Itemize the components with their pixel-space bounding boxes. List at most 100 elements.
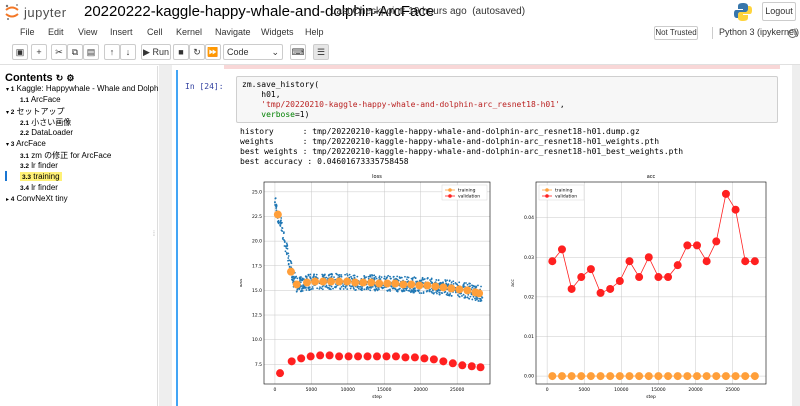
menu-widgets[interactable]: Widgets [261,27,294,37]
toc-item[interactable]: ▾ 1 Kaggle: Happywhale - Whale and Dolph [6,84,158,93]
step-point [348,284,351,287]
refresh-icon[interactable]: ↻ [55,73,64,83]
toc-item-number: 3.3 [22,174,32,181]
x-axis-label: step [372,394,382,400]
toc-item[interactable]: 2.2 DataLoader [20,128,73,137]
notebook-title[interactable]: 20220222-kaggle-happy-whale-and-dolphin-… [84,3,435,20]
copy-button[interactable]: ⧉ [67,44,83,60]
step-point [414,290,417,293]
run-label: Run [152,47,169,57]
cut-button[interactable]: ✂ [51,44,67,60]
gear-icon[interactable]: ⚙ [66,73,75,83]
legend-swatch-marker [448,194,452,198]
move-down-button[interactable]: ↓ [120,44,136,60]
legend-label: training [555,188,573,194]
step-point [277,219,280,222]
step-point [421,276,424,279]
toc-item[interactable]: 3.4 lr finder [20,183,58,192]
menu-edit[interactable]: Edit [48,27,64,37]
trust-status-button[interactable]: Not Trusted [654,26,698,40]
step-point [285,253,288,256]
caret-down-icon[interactable]: ▾ [6,110,11,116]
toc-item[interactable]: ▸ 4 ConvNeXt tiny [6,194,68,203]
validation-marker [664,273,673,282]
step-point [329,288,332,291]
insert-cell-button[interactable]: + [31,44,47,60]
training-marker [447,284,456,293]
code-line-1: zm.save_history( [242,80,320,89]
training-marker [391,279,400,288]
run-button[interactable]: ▶ Run [141,44,171,60]
interrupt-button[interactable]: ■ [173,44,189,60]
toc-item-number: 2.1 [20,120,30,127]
sidebar-resize-handle[interactable]: ⁞ [153,231,155,238]
move-up-button[interactable]: ↑ [104,44,120,60]
plus-icon: + [36,47,42,57]
step-point [409,287,411,290]
paste-button[interactable]: ▤ [83,44,99,60]
toc-item[interactable]: 2.1 小さい画像 [20,117,71,128]
restart-button[interactable]: ↻ [189,44,205,60]
menu-cell[interactable]: Cell [147,27,163,37]
restart-run-all-button[interactable]: ⏩ [205,44,221,60]
step-point [340,285,343,288]
step-point [277,222,280,225]
menu-insert[interactable]: Insert [110,27,133,37]
kernel-name[interactable]: Python 3 (ipykernel) [712,27,799,39]
step-point [354,289,357,291]
training-marker [319,277,328,286]
validation-marker [382,352,391,361]
menu-view[interactable]: View [78,27,98,37]
step-point [410,277,413,280]
arrow-down-icon: ↓ [125,47,131,57]
toc-item[interactable]: 1.1 ArcFace [20,95,61,104]
step-point [281,221,283,224]
step-point [430,277,433,280]
toc-item[interactable]: ▾ 2 セットアップ [6,106,65,117]
kernel-idle-icon [788,29,797,38]
toc-item[interactable]: 3.3 training [20,172,62,181]
toc-item[interactable]: ▾ 3 ArcFace [6,139,46,148]
step-point [375,277,378,280]
training-marker [375,279,384,288]
code-cell-editor[interactable]: zm.save_history( h01, 'tmp/20220210-kagg… [236,76,778,123]
step-point [320,287,323,290]
step-point [322,275,325,278]
caret-right-icon[interactable]: ▸ [6,197,11,203]
fast-forward-icon: ⏩ [207,47,219,57]
menu-navigate[interactable]: Navigate [215,27,251,37]
step-point [369,289,372,292]
validation-marker [577,273,586,282]
validation-marker [344,352,353,361]
caret-down-icon[interactable]: ▾ [6,87,11,93]
y-tick-label: 15.0 [252,288,262,294]
step-point [471,286,474,289]
menu-help[interactable]: Help [305,27,324,37]
validation-marker [673,261,682,270]
logout-button[interactable]: Logout [762,2,796,21]
toc-toggle-button[interactable]: ☰ [313,44,329,60]
menu-file[interactable]: File [20,27,35,37]
menu-kernel[interactable]: Kernel [176,27,203,37]
step-point [289,259,292,262]
training-marker [455,285,464,294]
cell-output-text: history : tmp/20220210-kaggle-happy-whal… [240,127,683,167]
step-point [454,291,457,294]
step-point [401,290,403,293]
cell-type-select[interactable]: Code ⌄ [223,44,283,60]
step-point [285,247,288,250]
toc-item[interactable]: 3.1 zm の修正 for ArcFace [20,150,111,161]
training-marker [702,372,711,381]
validation-marker [316,351,325,360]
jupyter-logo[interactable]: jupyter [4,3,78,21]
step-point [328,273,331,276]
step-point [435,291,437,293]
training-marker [463,286,472,295]
toc-item[interactable]: 3.2 lr finder [20,161,58,170]
save-button[interactable]: ▣ [12,44,28,60]
command-palette-button[interactable]: ⌨ [290,44,306,60]
step-point [335,285,338,288]
step-point [363,288,366,291]
caret-down-icon[interactable]: ▾ [6,142,11,148]
toc-item-label: ArcFace [16,139,46,148]
